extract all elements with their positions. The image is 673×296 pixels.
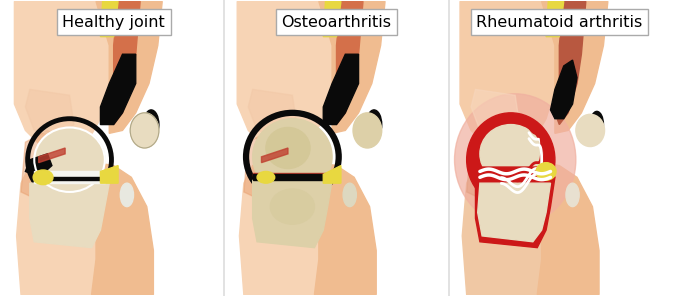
Polygon shape [92, 163, 153, 295]
Polygon shape [237, 1, 332, 154]
Polygon shape [14, 1, 109, 154]
Polygon shape [96, 1, 162, 133]
Polygon shape [100, 54, 136, 125]
Ellipse shape [34, 128, 105, 192]
Polygon shape [30, 183, 109, 248]
Ellipse shape [266, 128, 310, 168]
Polygon shape [262, 148, 288, 163]
Ellipse shape [257, 171, 275, 183]
Polygon shape [542, 1, 608, 133]
Polygon shape [17, 160, 96, 295]
Polygon shape [332, 1, 363, 125]
Polygon shape [26, 154, 52, 177]
Polygon shape [26, 89, 74, 136]
Polygon shape [100, 165, 118, 183]
Polygon shape [34, 171, 105, 183]
Polygon shape [38, 148, 65, 163]
Polygon shape [252, 173, 328, 176]
Polygon shape [323, 165, 341, 183]
Polygon shape [462, 160, 542, 295]
Polygon shape [476, 177, 555, 248]
Ellipse shape [33, 170, 53, 185]
Ellipse shape [566, 183, 579, 207]
Polygon shape [466, 131, 516, 207]
Polygon shape [319, 1, 385, 133]
Polygon shape [252, 174, 328, 180]
Polygon shape [323, 1, 341, 37]
Polygon shape [551, 60, 577, 119]
Polygon shape [460, 1, 555, 154]
Polygon shape [555, 1, 586, 125]
Polygon shape [471, 89, 520, 136]
Polygon shape [537, 163, 599, 295]
Ellipse shape [536, 163, 556, 180]
Polygon shape [476, 167, 555, 177]
Polygon shape [546, 1, 564, 37]
Text: Rheumatoid arthritis: Rheumatoid arthritis [476, 15, 643, 30]
Ellipse shape [120, 183, 133, 207]
Ellipse shape [454, 94, 576, 226]
Ellipse shape [252, 119, 332, 195]
Polygon shape [21, 131, 69, 207]
Polygon shape [323, 54, 359, 125]
Ellipse shape [480, 125, 542, 183]
Polygon shape [478, 183, 551, 242]
Ellipse shape [353, 113, 382, 148]
Ellipse shape [366, 110, 382, 139]
Polygon shape [252, 180, 332, 248]
Ellipse shape [271, 189, 314, 224]
Ellipse shape [466, 113, 555, 207]
Text: Osteoarthritis: Osteoarthritis [281, 15, 392, 30]
Ellipse shape [576, 114, 604, 147]
Polygon shape [109, 1, 140, 125]
Ellipse shape [590, 111, 604, 138]
Polygon shape [34, 177, 105, 180]
Polygon shape [240, 160, 319, 295]
Polygon shape [100, 1, 118, 37]
Polygon shape [244, 131, 292, 207]
Polygon shape [314, 163, 376, 295]
Ellipse shape [130, 113, 159, 148]
Text: Healthy joint: Healthy joint [63, 15, 165, 30]
Ellipse shape [143, 110, 159, 139]
Polygon shape [248, 89, 297, 136]
Ellipse shape [343, 183, 357, 207]
